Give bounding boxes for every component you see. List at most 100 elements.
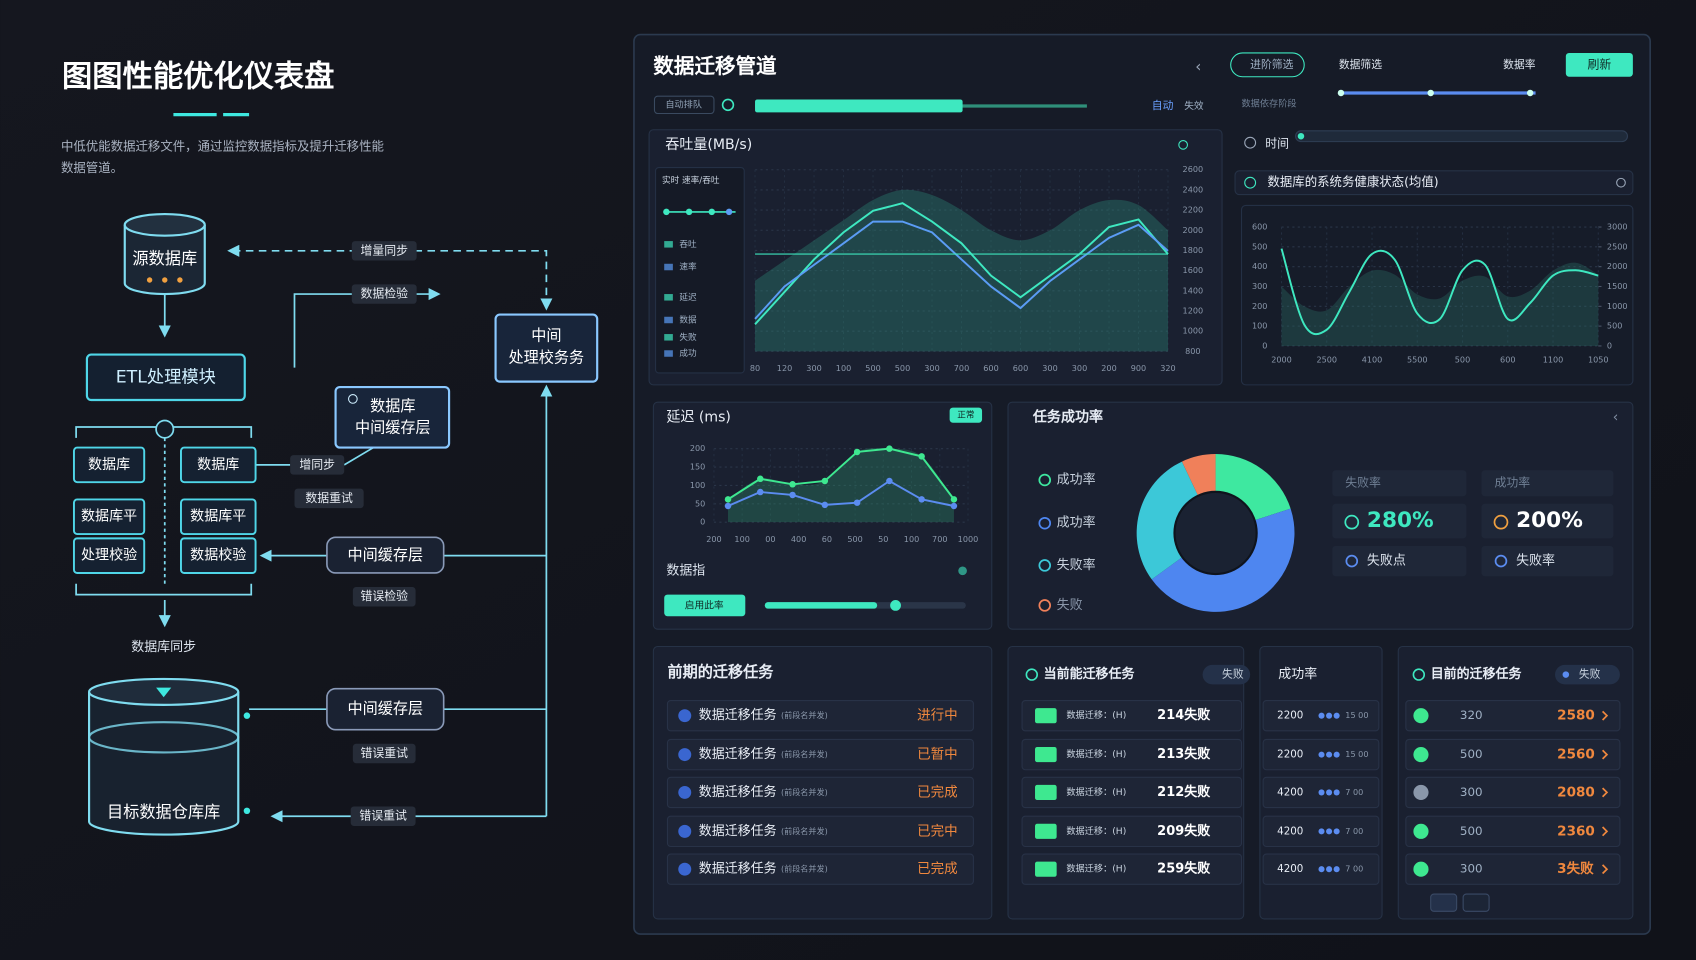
edge-label: 数据库同步: [131, 639, 196, 655]
label: (前段名并发): [781, 826, 828, 836]
label: 209失败: [1157, 823, 1210, 839]
shape: [1297, 132, 1305, 140]
task-icon: [1035, 823, 1057, 839]
shape: [648, 129, 1223, 386]
label: 4200: [1277, 786, 1303, 798]
x-tick-label: 300: [1072, 363, 1087, 373]
shape: [653, 95, 715, 115]
y-tick-label: 1200: [1183, 305, 1204, 315]
task-row: [1405, 853, 1621, 885]
y-tick-label: 400: [1252, 261, 1267, 271]
point: [821, 501, 829, 509]
node-label: 数据校验: [190, 547, 246, 564]
label: 数据: [679, 314, 697, 326]
label: 213失败: [1157, 746, 1210, 762]
refresh-button[interactable]: [1565, 52, 1633, 77]
label: 2200: [1277, 710, 1303, 722]
point: [886, 445, 893, 452]
page-button[interactable]: [1430, 893, 1458, 912]
rate-dot: [1333, 751, 1340, 758]
stat-icon: [1345, 554, 1359, 568]
task-icon: [1035, 708, 1057, 724]
rate-dot: [1333, 789, 1340, 796]
label: 失败率: [1057, 557, 1096, 573]
rate-dot: [1326, 751, 1333, 758]
x-tick-label: 600: [1500, 354, 1515, 364]
shape: [655, 167, 745, 374]
edge-chip: [352, 587, 416, 607]
refresh-label[interactable]: 刷新: [1587, 57, 1611, 71]
label: 成功: [679, 347, 697, 359]
stat-card: [1332, 470, 1467, 497]
shape: [1244, 176, 1257, 189]
y2-tick-label: 1500: [1607, 281, 1628, 291]
stat-card: [1481, 470, 1614, 497]
chevron: [1601, 787, 1609, 798]
point: [757, 475, 764, 483]
shape: ‹: [1195, 58, 1201, 76]
label: 延迟: [679, 291, 697, 303]
task-icon: [678, 824, 692, 838]
label: 4200: [1277, 825, 1303, 837]
task-row: [1021, 853, 1243, 885]
x-tick-label: 200: [1101, 363, 1116, 373]
stat-icon: [1494, 554, 1508, 568]
label: 259失败: [1157, 861, 1210, 877]
badge: 正常: [957, 409, 974, 421]
y-tick-label: 2600: [1183, 164, 1204, 174]
mode: 失效: [1184, 99, 1204, 112]
legend-icon: [1038, 516, 1052, 530]
module-box: [180, 537, 257, 574]
stat-card: [1481, 503, 1614, 539]
stat-card: [1481, 545, 1614, 577]
label: (前段名并发): [781, 864, 828, 874]
chevron: [1601, 749, 1609, 760]
toggle-label[interactable]: 启用此率: [685, 598, 724, 611]
node-label: 中间缓存层: [355, 419, 431, 437]
label: 失败: [679, 331, 697, 343]
x-tick-label: 400: [791, 534, 806, 544]
label: 失败率: [1516, 553, 1555, 569]
y-tick-label: 300: [1252, 281, 1267, 291]
panel-title: 前期的迁移任务: [667, 663, 774, 681]
x-tick-label: 600: [1013, 363, 1028, 373]
series-line: [727, 447, 955, 501]
toggle-button[interactable]: [664, 594, 746, 617]
task-row: [1405, 738, 1621, 771]
y-tick-label: 100: [1252, 321, 1267, 331]
task-row: [666, 738, 974, 771]
shape: [1295, 130, 1629, 143]
x-tick-label: 700: [932, 534, 947, 544]
node-label: 目标数据仓库库: [107, 802, 220, 821]
label: 失败率: [1345, 476, 1381, 490]
shape: [890, 600, 901, 611]
task-row: [1021, 776, 1243, 809]
y-tick-label: 50: [695, 498, 705, 508]
y-tick-label: 200: [690, 443, 705, 453]
label: 已完中: [917, 823, 958, 839]
shape: [75, 583, 253, 596]
label: 数据迁移任务: [699, 861, 777, 877]
y-tick-label: 800: [1185, 346, 1200, 356]
label: 数据迁移任务: [699, 823, 777, 839]
shape: [1337, 89, 1345, 97]
edge-label: 数据重试: [305, 491, 353, 505]
shape: [88, 721, 240, 754]
shape: [334, 385, 451, 449]
rate-dot: [1318, 828, 1325, 835]
chevron: [1601, 710, 1609, 721]
page-button[interactable]: [1462, 893, 1490, 912]
label: 数据指: [666, 563, 705, 578]
y-tick-label: 2200: [1183, 205, 1204, 215]
module-box: [180, 498, 257, 536]
x-tick-label: 1100: [1543, 354, 1564, 364]
shape: [1234, 170, 1634, 196]
legend-icon: [1038, 559, 1052, 572]
edge-chip: [290, 455, 345, 475]
shape: [156, 687, 172, 698]
task-icon: [1035, 784, 1057, 800]
task-row: [666, 853, 974, 885]
series-line: [727, 479, 955, 507]
description: 中低优能数据迁移文件，通过监控数据指标及提升迁移性能: [61, 139, 384, 154]
